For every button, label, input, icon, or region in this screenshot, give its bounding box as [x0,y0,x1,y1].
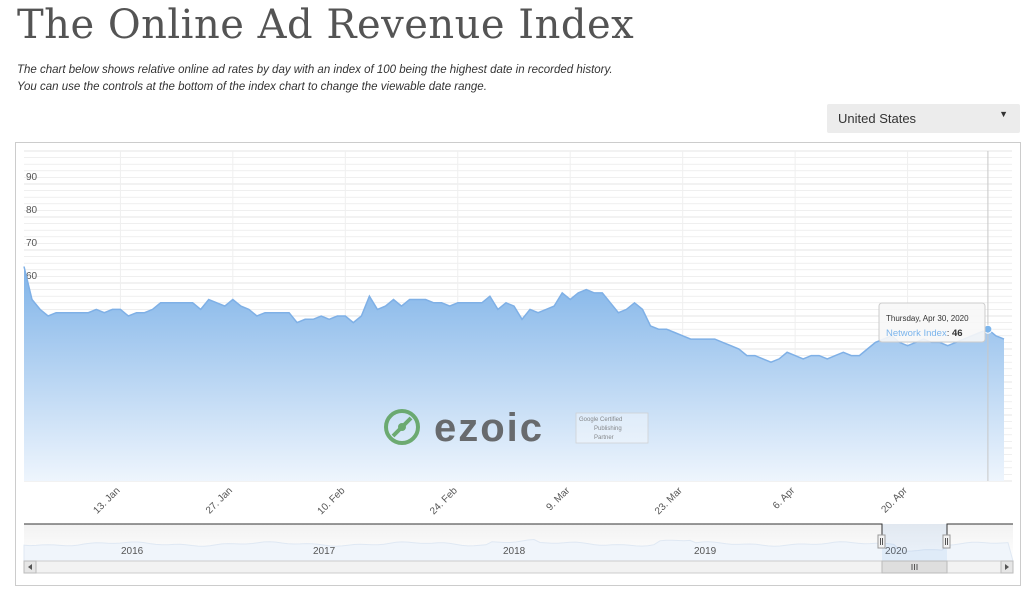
tooltip-series-label: Network Index [886,328,947,339]
navigator-right-handle[interactable] [942,534,951,549]
y-tick-label: 90 [26,172,38,183]
description-line-1: The chart below shows relative online ad… [17,64,613,76]
certified-badge-line-1: Google Certified [579,417,622,423]
caret-down-icon: ▼ [999,109,1008,119]
ezoic-logo-text: ezoic [434,406,544,450]
scroll-left-button[interactable] [23,560,37,574]
x-axis-labels: 13. Jan 27. Jan 10. Feb 24. Feb 9. Mar 23. Ma… [92,485,911,517]
network-index-area [24,266,1004,481]
ezoic-watermark: ezoic Google Certified Publishing Partne… [384,406,649,450]
x-tick-label: 23. Mar [653,485,685,517]
y-tick-label: 80 [26,205,38,216]
tooltip-date: Thursday, Apr 30, 2020 [886,314,969,323]
scroll-right-button[interactable] [1000,560,1014,574]
navigator-series [23,538,1014,562]
tooltip: Thursday, Apr 30, 2020 Network Index: 46 [878,302,986,343]
page-description: The chart below shows relative online ad… [17,62,613,96]
country-select[interactable]: United States ▼ [827,104,1020,133]
x-tick-label: 10. Feb [316,485,348,517]
tooltip-value: 46 [952,328,963,339]
scroll-thumb[interactable] [881,560,948,574]
navigator-year-label: 2019 [694,546,717,557]
scrollbar[interactable] [23,560,1014,574]
certified-badge-line-2: Publishing [594,426,622,432]
navigator-year-label: 2017 [313,546,336,557]
description-line-2: You can use the controls at the bottom o… [17,81,487,93]
x-tick-label: 24. Feb [428,485,460,517]
y-tick-label: 60 [26,271,38,282]
ezoic-logo-icon [384,409,420,445]
grip-icon [911,564,918,570]
x-tick-label: 9. Mar [545,485,573,513]
arrow-left-icon [28,564,32,570]
navigator[interactable]: 2016 2017 2018 2019 2020 [23,523,1014,562]
y-tick-label: 70 [26,238,38,249]
navigator-selection[interactable] [882,524,947,561]
navigator-year-label: 2016 [121,546,144,557]
network-index-line [23,266,1005,364]
arrow-right-icon [1005,564,1009,570]
page-title: The Online Ad Revenue Index [17,2,635,48]
navigator-year-label: 2020 [885,546,908,557]
x-tick-label: 6. Apr [771,485,798,512]
index-chart[interactable]: 0102030405060708090 ezoic Google Certifi… [16,143,1020,585]
navigator-left-handle[interactable] [877,534,886,549]
x-tick-label: 13. Jan [92,485,123,516]
chart-container: 0102030405060708090 ezoic Google Certifi… [15,142,1021,586]
navigator-year-label: 2018 [503,546,526,557]
navigator-year-labels: 2016 2017 2018 2019 2020 [121,546,908,557]
x-tick-label: 20. Apr [880,485,911,516]
svg-text:Network Index: 46: Network Index: 46 [886,328,963,339]
country-select-value: United States [838,111,917,126]
x-tick-label: 27. Jan [204,485,235,516]
certified-badge-line-3: Partner [594,435,614,441]
